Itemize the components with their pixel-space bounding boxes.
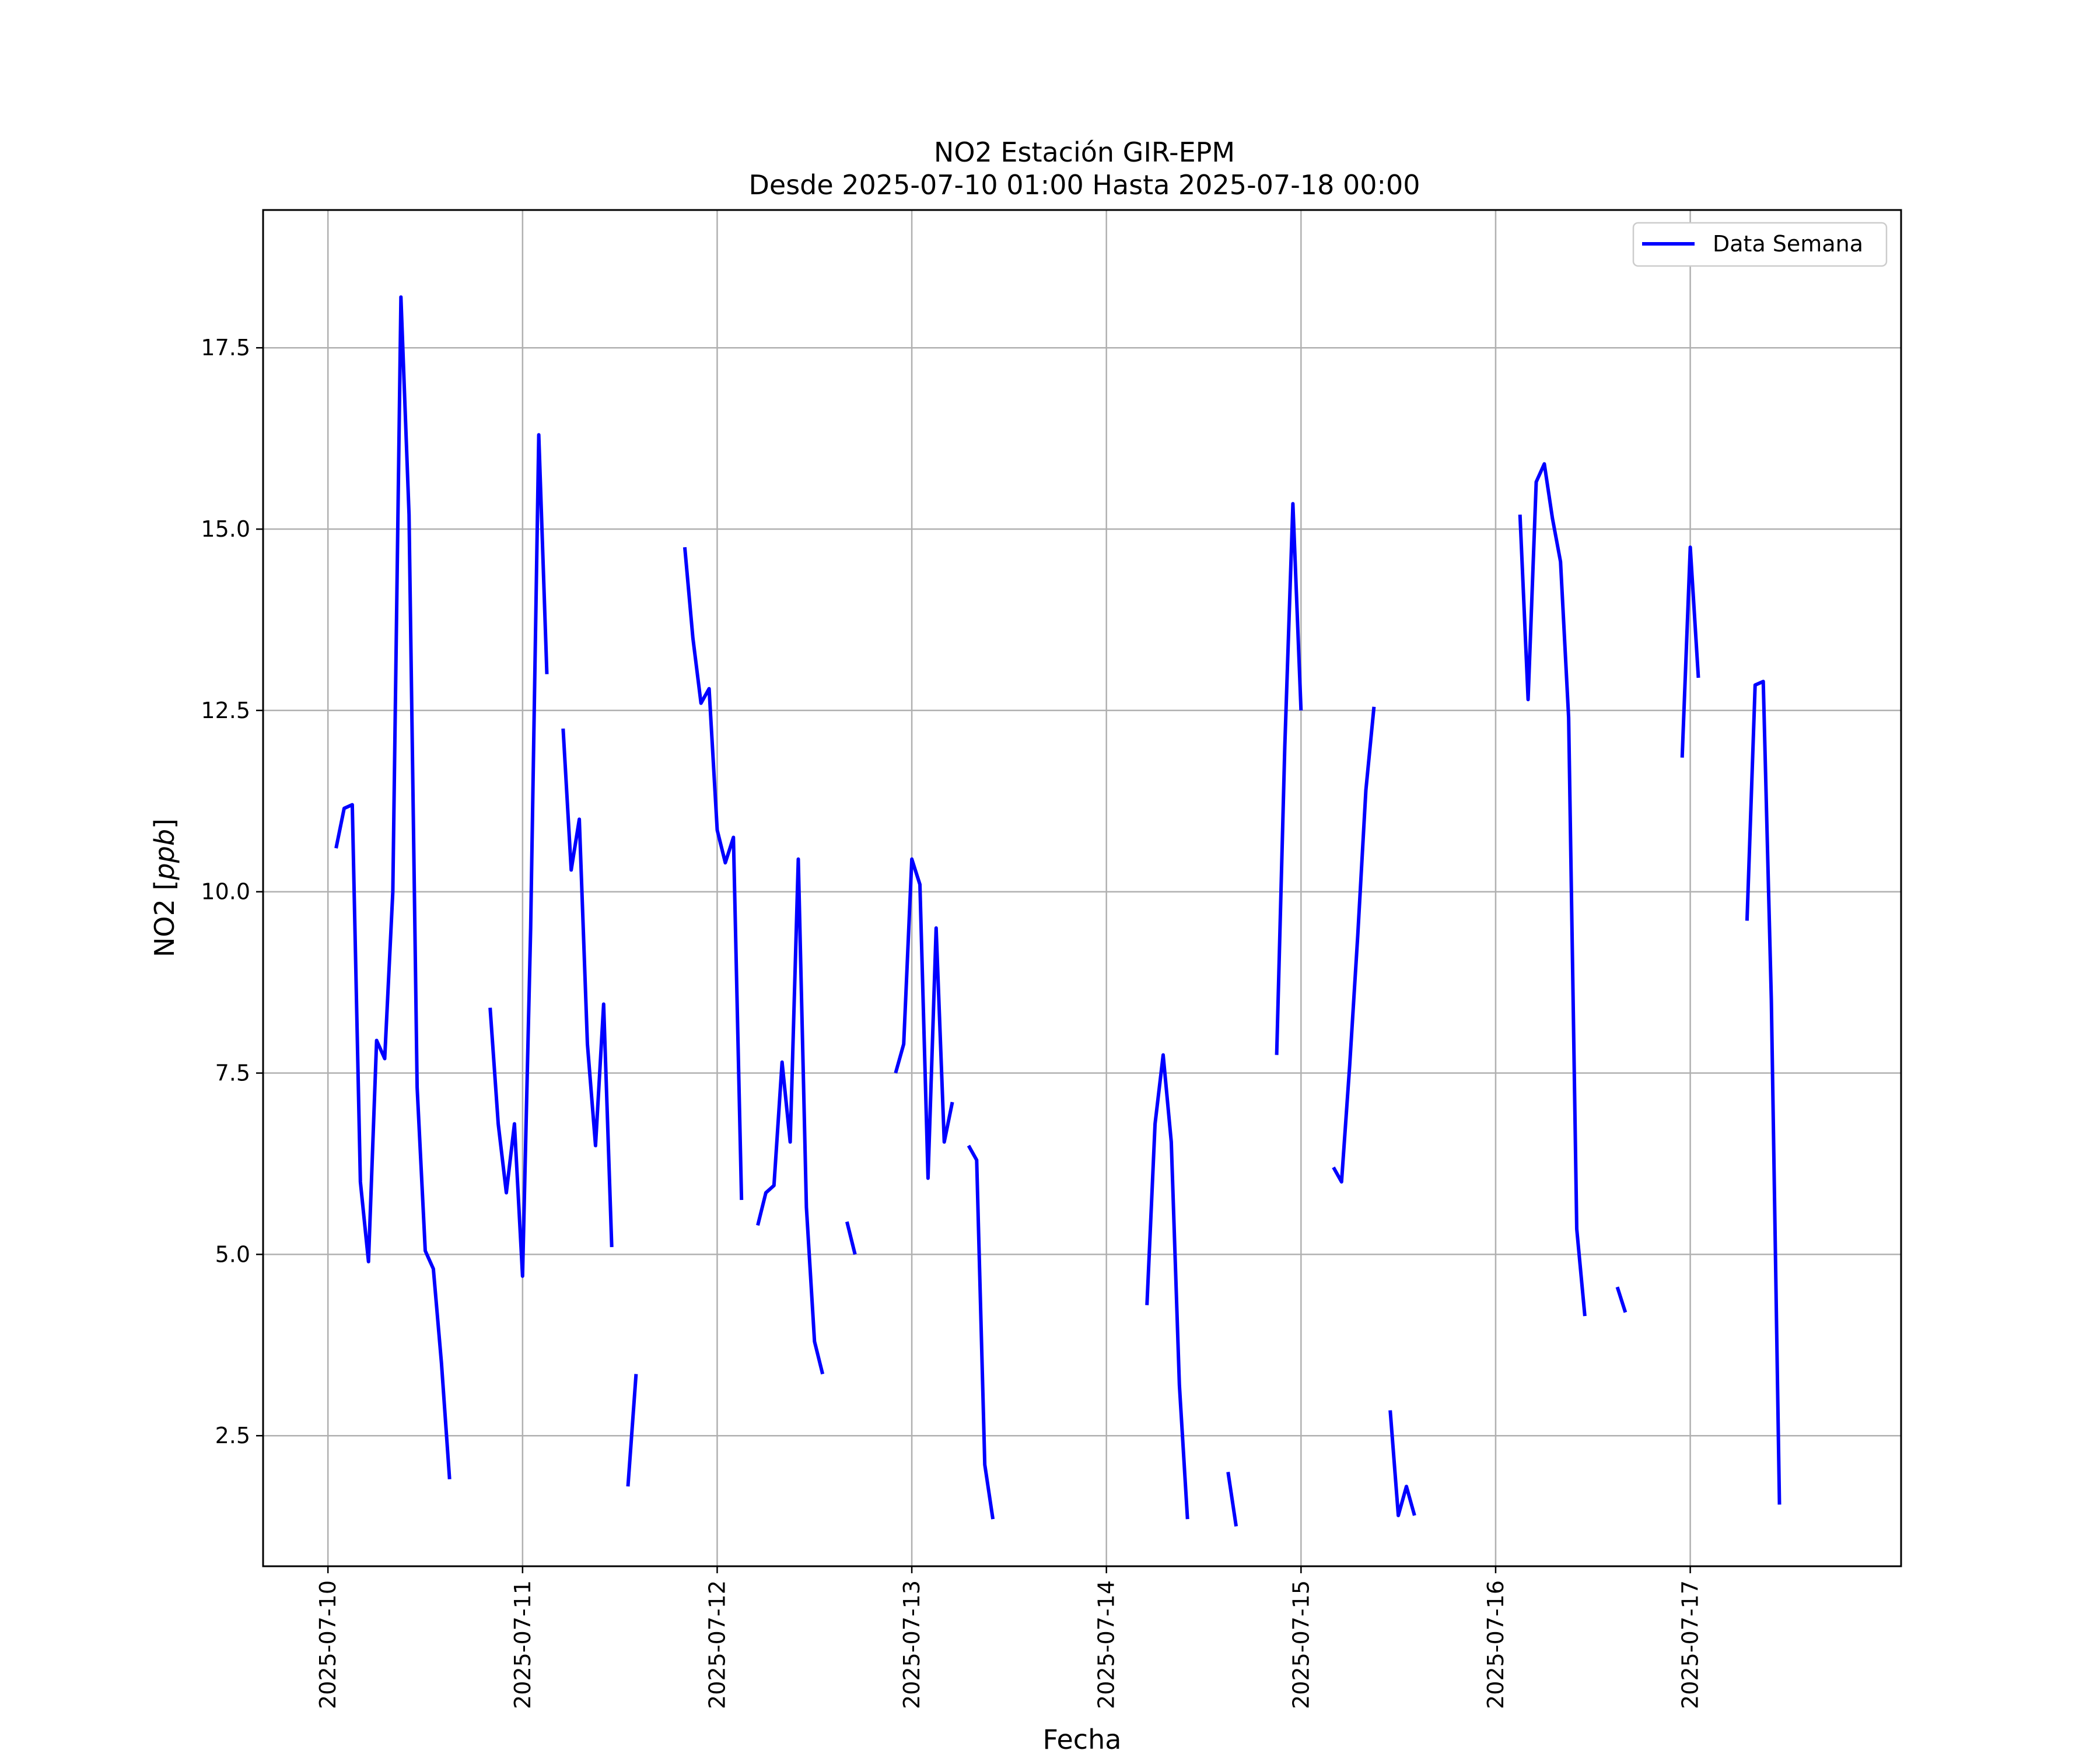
x-tick-label: 2025-07-15 xyxy=(1288,1580,1314,1709)
data-series xyxy=(334,295,1782,1527)
x-tick-label: 2025-07-12 xyxy=(704,1580,730,1709)
y-tick-label: 17.5 xyxy=(201,335,250,360)
series-line-segment xyxy=(1388,1410,1416,1517)
series-line-segment xyxy=(1680,545,1700,758)
series-line-segment xyxy=(967,1144,995,1520)
series-line-segment xyxy=(334,295,452,1480)
series-line-segment xyxy=(894,857,954,1180)
legend: Data Semana xyxy=(1632,222,1888,267)
y-axis-label-unit: ppb xyxy=(149,829,180,881)
x-tick-label: 2025-07-10 xyxy=(315,1580,341,1709)
axis-ticks: 2.5 5.0 7.5 10.0 12.5 15.0 17.5 2025-07-10 2025-… xyxy=(201,335,1703,1709)
y-tick-label: 7.5 xyxy=(215,1060,250,1086)
y-tick-label: 15.0 xyxy=(201,516,250,542)
x-tick-label: 2025-07-16 xyxy=(1483,1580,1508,1709)
x-tick-label: 2025-07-13 xyxy=(899,1580,925,1709)
chart-subtitle: Desde 2025-07-10 01:00 Hasta 2025-07-18 … xyxy=(748,169,1420,201)
series-line-segment xyxy=(756,857,825,1375)
x-tick-label: 2025-07-11 xyxy=(510,1580,536,1709)
x-tick-label: 2025-07-17 xyxy=(1678,1580,1703,1709)
y-axis-label: NO2 [ppb] xyxy=(149,818,180,957)
legend-box xyxy=(1632,222,1888,267)
series-line-segment xyxy=(1332,706,1376,1184)
series-line-segment xyxy=(1615,1286,1628,1313)
plot-area xyxy=(263,210,1901,1566)
series-line-segment xyxy=(626,1374,638,1487)
series-line-segment xyxy=(845,1221,857,1255)
series-line-segment xyxy=(1226,1471,1238,1527)
series-line-segment xyxy=(1745,680,1782,1505)
y-tick-label: 2.5 xyxy=(215,1423,250,1448)
series-line-segment xyxy=(1145,1053,1189,1520)
series-line-segment xyxy=(1518,462,1587,1317)
series-line-segment xyxy=(682,547,744,1200)
y-tick-label: 5.0 xyxy=(215,1241,250,1267)
chart-title: NO2 Estación GIR-EPM xyxy=(934,136,1235,168)
series-line-segment xyxy=(561,728,614,1247)
legend-label: Data Semana xyxy=(1713,231,1863,257)
y-axis-label-close: ] xyxy=(149,818,180,829)
y-tick-label: 10.0 xyxy=(201,879,250,905)
y-axis-label-text: NO2 [ xyxy=(149,880,180,957)
series-line-segment xyxy=(488,433,549,1278)
series-line-segment xyxy=(1275,502,1303,1055)
x-axis-label: Fecha xyxy=(1043,1724,1122,1750)
x-tick-label: 2025-07-14 xyxy=(1094,1580,1119,1709)
plot-frame xyxy=(262,209,1902,1567)
y-tick-label: 12.5 xyxy=(201,698,250,723)
